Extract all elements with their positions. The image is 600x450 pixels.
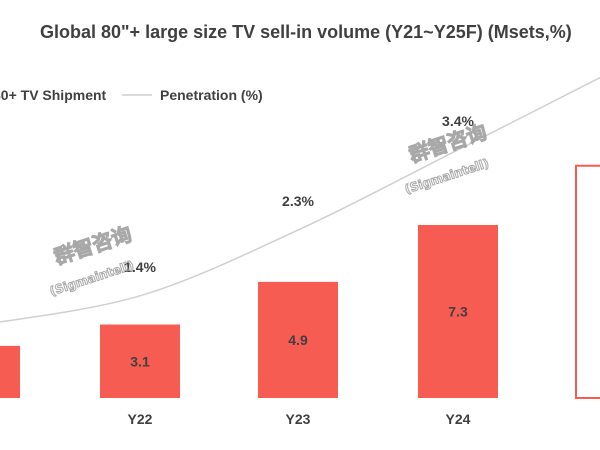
- bar-y24: [418, 224, 498, 398]
- bar-y21: [0, 345, 20, 398]
- penetration-label: 1.4%: [124, 259, 156, 275]
- penetration-line: [0, 76, 600, 323]
- penetration-label: 2.3%: [282, 193, 314, 209]
- penetration-label: 3.4%: [442, 113, 474, 129]
- x-tick-label: Y22: [128, 411, 153, 427]
- chart-title: Global 80"+ large size TV sell-in volume…: [40, 22, 572, 42]
- labels: 3.1 4.9 7.3 1.4% 2.3% 3.4% Y22 Y23 Y24: [124, 113, 474, 427]
- legend-label-shipment: 80+ TV Shipment: [0, 87, 107, 103]
- x-tick-label: Y24: [446, 411, 471, 427]
- bars: [0, 164, 600, 399]
- bar-y23: [258, 281, 338, 398]
- x-tick-label: Y23: [286, 411, 311, 427]
- bar-y22: [100, 324, 180, 398]
- bar-y25f: [575, 164, 600, 399]
- legend-label-penetration: Penetration (%): [160, 87, 263, 103]
- bar-value-label: 4.9: [288, 332, 308, 348]
- bar-value-label: 3.1: [130, 353, 150, 369]
- bar-value-label: 7.3: [448, 303, 468, 319]
- legend: 80+ TV Shipment Penetration (%): [0, 87, 263, 103]
